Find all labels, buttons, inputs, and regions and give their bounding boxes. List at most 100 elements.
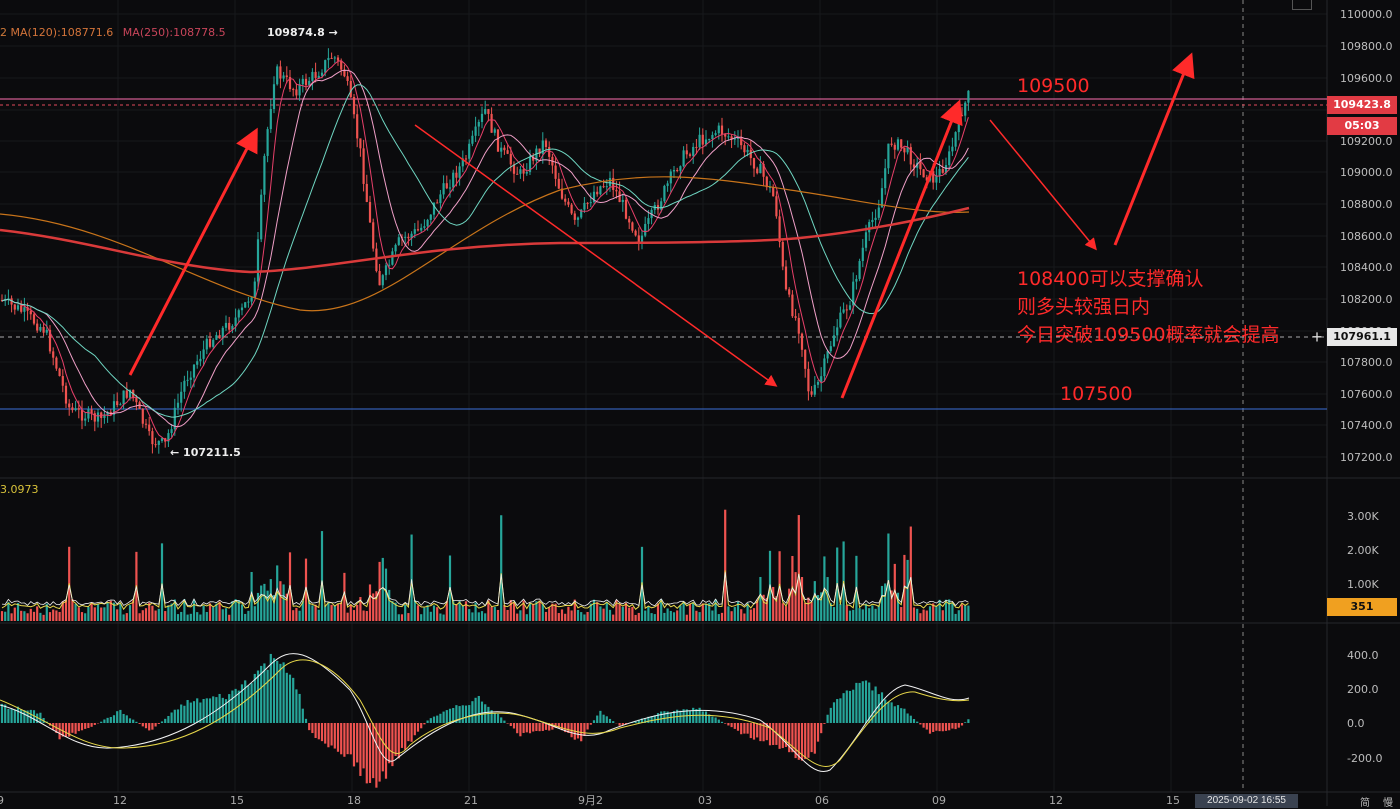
macd-histogram-bar <box>715 717 717 723</box>
candle <box>699 135 701 148</box>
macd-histogram-bar <box>891 702 893 723</box>
volume-bar <box>539 601 541 621</box>
candle <box>270 109 272 129</box>
macd-histogram-bar <box>302 709 304 723</box>
macd-histogram-bar <box>577 723 579 738</box>
candle <box>455 173 457 178</box>
macd-histogram-bar <box>94 723 96 725</box>
volume-bar <box>782 603 784 621</box>
candle <box>30 311 32 315</box>
volume-bar <box>155 611 157 621</box>
candle <box>481 114 483 122</box>
volume-bar <box>667 608 669 621</box>
volume-bar <box>513 602 515 621</box>
lang-toggle[interactable]: 简 <box>1360 794 1370 809</box>
macd-histogram-bar <box>315 723 317 738</box>
macd-histogram-bar <box>11 708 13 723</box>
volume-bar <box>340 602 342 621</box>
candle <box>327 58 329 60</box>
macd-histogram-bar <box>526 723 528 732</box>
macd-histogram-bar <box>753 723 755 740</box>
macd-histogram-bar <box>164 719 166 723</box>
macd-histogram-bar <box>663 711 665 723</box>
volume-bar <box>356 605 358 621</box>
macd-histogram-bar <box>702 711 704 723</box>
candle <box>839 313 841 328</box>
macd-histogram-bar <box>254 674 256 723</box>
macd-histogram-bar <box>731 723 733 727</box>
macd-histogram-bar <box>468 705 470 723</box>
volume-bar <box>263 584 265 621</box>
volume-bar <box>951 603 953 621</box>
candle <box>84 419 86 421</box>
volume-bar <box>753 608 755 621</box>
macd-histogram-bar <box>251 683 253 723</box>
macd-histogram-bar <box>727 723 729 725</box>
macd-histogram-bar <box>929 723 931 734</box>
macd-histogram-bar <box>14 709 16 723</box>
macd-histogram-bar <box>740 723 742 734</box>
candle <box>577 218 579 220</box>
volume-bar <box>689 604 691 621</box>
candle <box>263 156 265 195</box>
macd-histogram-bar <box>660 711 662 723</box>
volume-bar <box>363 611 365 621</box>
volume-bar <box>519 610 521 621</box>
speed-toggle[interactable]: 慢 <box>1383 794 1393 809</box>
candle <box>68 404 70 408</box>
candle <box>254 282 256 298</box>
macd-histogram-bar <box>183 706 185 723</box>
macd-histogram-bar <box>814 723 816 754</box>
volume-bar <box>123 614 125 621</box>
volume-bar <box>743 614 745 621</box>
volume-bar <box>462 605 464 621</box>
macd-histogram-bar <box>609 719 611 723</box>
volume-bar <box>686 615 688 621</box>
candle <box>609 178 611 186</box>
volume-bar <box>91 602 93 621</box>
volume-bar <box>772 587 774 621</box>
macd-histogram-bar <box>967 719 969 723</box>
candle <box>379 271 381 285</box>
macd-histogram-bar <box>135 722 137 723</box>
candle <box>350 81 352 97</box>
candle <box>855 279 857 282</box>
candle <box>942 169 944 173</box>
volume-bar <box>564 614 566 621</box>
candle <box>833 335 835 346</box>
annotation-line-1: 108400可以支撑确认 <box>1017 264 1204 291</box>
volume-bar <box>532 605 534 621</box>
volume-bar <box>353 610 355 621</box>
volume-bar <box>638 613 640 621</box>
macd-histogram-bar <box>78 723 80 731</box>
candle <box>356 114 358 138</box>
candle <box>507 150 509 154</box>
volume-bar <box>161 543 163 621</box>
candle <box>782 242 784 266</box>
candle <box>923 169 925 177</box>
macd-histogram-bar <box>292 678 294 723</box>
candle <box>795 316 797 318</box>
volume-bar <box>430 612 432 621</box>
volume-bar <box>468 609 470 621</box>
macd-histogram-bar <box>151 723 153 730</box>
macd-histogram-bar <box>446 710 448 723</box>
macd-histogram-bar <box>532 723 534 732</box>
volume-bar <box>369 584 371 621</box>
volume-bar <box>347 613 349 621</box>
candle <box>743 145 745 152</box>
macd-histogram-bar <box>836 699 838 723</box>
candle <box>865 232 867 247</box>
volume-bar <box>30 609 32 621</box>
macd-histogram-bar <box>235 689 237 723</box>
candle <box>414 229 416 234</box>
volume-bar <box>203 606 205 621</box>
candle <box>55 358 57 369</box>
add-alert-icon[interactable]: + <box>1307 327 1327 347</box>
macd-histogram-bar <box>423 723 425 724</box>
settings-icon[interactable] <box>1292 0 1312 10</box>
volume-bar <box>740 609 742 621</box>
candle <box>884 168 886 188</box>
volume-bar <box>65 600 67 621</box>
